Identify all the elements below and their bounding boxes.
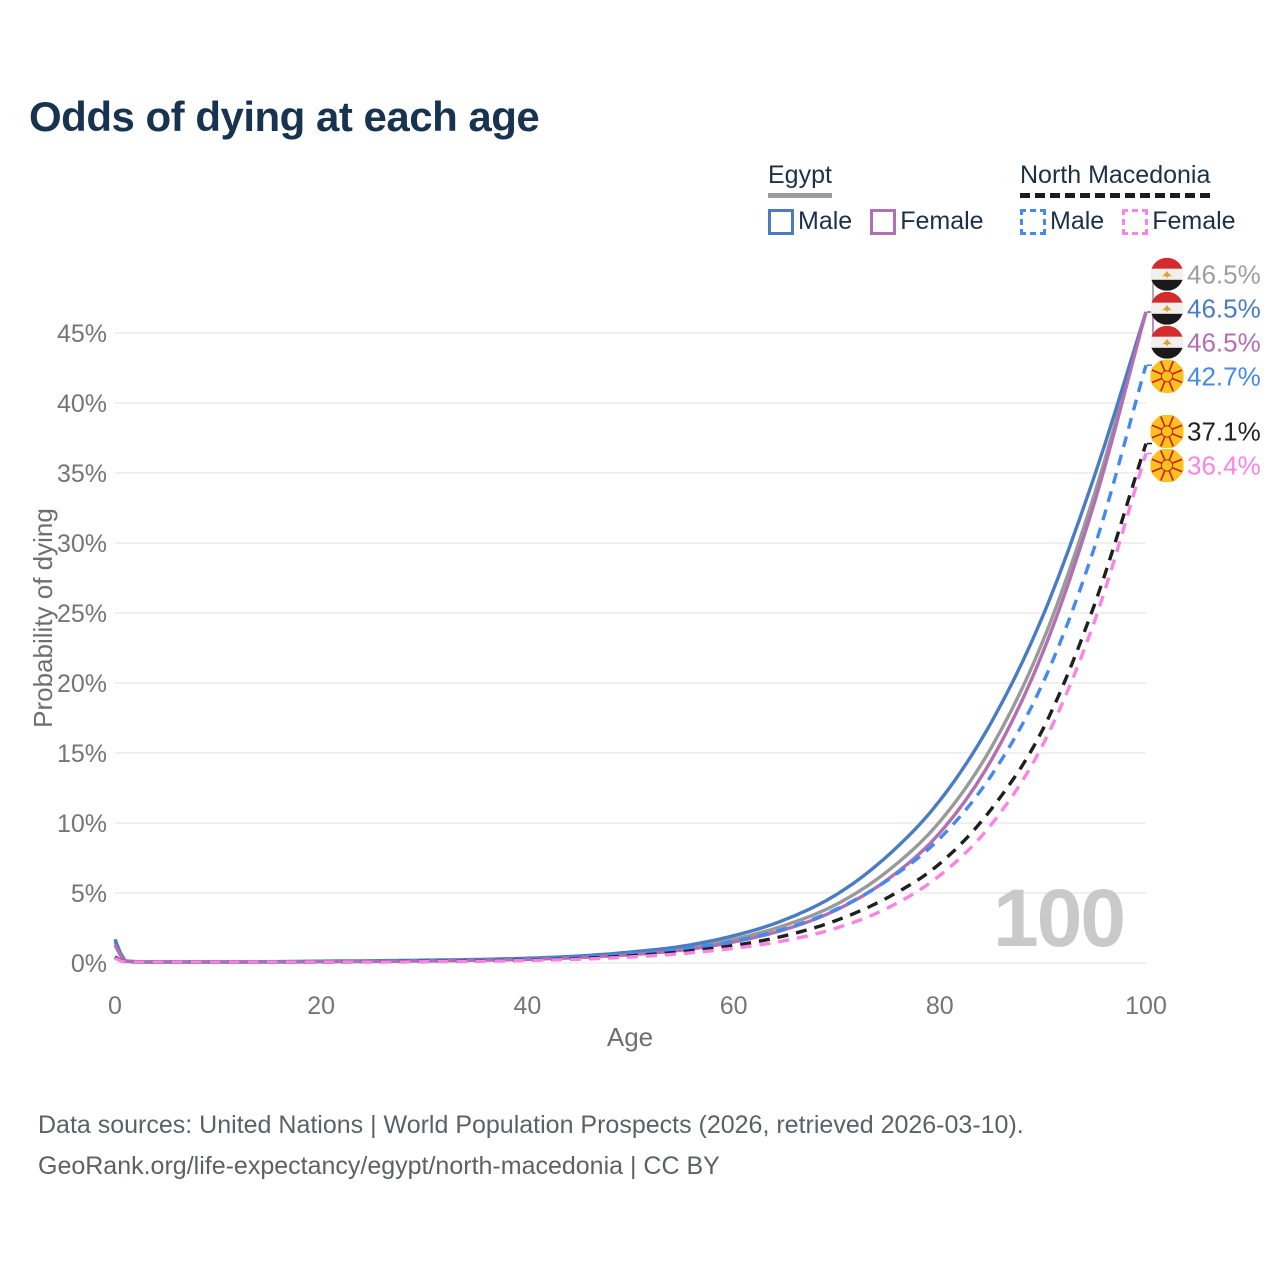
- legend-item-label: Female: [1152, 207, 1236, 235]
- x-tick-label: 40: [513, 992, 541, 1020]
- age-watermark: 100: [993, 873, 1124, 964]
- series-curves: [113, 311, 1148, 964]
- y-tick-label: 20%: [57, 670, 107, 698]
- x-axis-tick-labels: 0 20 40 60 80 100: [108, 992, 1167, 1020]
- y-tick-label: 0%: [71, 950, 107, 978]
- legend-item-label: Male: [798, 207, 853, 235]
- legend-country-egypt[interactable]: Egypt: [768, 161, 832, 198]
- series-line-egypt-female[interactable]: [113, 311, 1148, 964]
- y-tick-label: 40%: [57, 390, 107, 418]
- attribution-text: GeoRank.org/life-expectancy/egypt/north-…: [38, 1152, 720, 1180]
- north-macedonia-flag-icon: [1150, 449, 1184, 482]
- egypt-female-swatch-icon: [870, 208, 897, 235]
- x-axis-title: Age: [607, 1022, 653, 1052]
- egypt-flag-icon: [1150, 291, 1184, 325]
- legend-group-north-macedonia: North Macedonia Male Female: [1020, 161, 1236, 236]
- x-tick-label: 100: [1125, 992, 1167, 1020]
- series-line-north-macedonia-female[interactable]: [114, 452, 1148, 964]
- footer: Data sources: United Nations | World Pop…: [38, 1105, 1024, 1187]
- y-tick-label: 25%: [57, 600, 107, 628]
- legend-item-north-macedonia-female[interactable]: Female: [1122, 207, 1236, 236]
- legend: Egypt Male Female North Macedonia Male: [0, 161, 1280, 251]
- legend-items-egypt: Male Female: [768, 207, 984, 236]
- egypt-male-swatch-icon: [768, 208, 794, 235]
- y-axis-title: Probability of dying: [28, 508, 58, 728]
- series-line-north-macedonia-male[interactable]: [114, 364, 1148, 964]
- y-axis-tick-labels: 0% 5% 10% 15% 20% 25% 30% 35% 40% 45%: [57, 320, 107, 978]
- north-macedonia-male-swatch-icon: [1020, 208, 1046, 235]
- y-tick-label: 35%: [57, 460, 107, 488]
- data-sources-text: Data sources: United Nations | World Pop…: [38, 1111, 1024, 1139]
- legend-items-north-macedonia: Male Female: [1020, 207, 1236, 236]
- x-tick-label: 80: [926, 992, 954, 1020]
- end-label-north-macedonia-female: 36.4%: [1187, 451, 1261, 481]
- egypt-flag-icon: [1150, 325, 1184, 359]
- end-label-egypt-male: 46.5%: [1187, 293, 1261, 323]
- end-label-north-macedonia-both: 37.1%: [1187, 417, 1261, 447]
- y-tick-label: 45%: [57, 320, 107, 348]
- x-tick-label: 0: [108, 992, 122, 1020]
- legend-item-label: Female: [900, 207, 984, 235]
- legend-item-label: Male: [1050, 207, 1105, 235]
- north-macedonia-female-swatch-icon: [1122, 208, 1149, 235]
- egypt-flag-icon: [1150, 257, 1184, 291]
- y-tick-label: 10%: [57, 810, 107, 838]
- legend-group-egypt: Egypt Male Female: [768, 161, 984, 236]
- legend-item-north-macedonia-male[interactable]: Male: [1020, 207, 1104, 236]
- y-tick-label: 15%: [57, 740, 107, 768]
- series-line-north-macedonia-both[interactable]: [114, 443, 1148, 964]
- y-tick-label: 30%: [57, 530, 107, 558]
- page-title: Odds of dying at each age: [29, 93, 540, 140]
- legend-item-egypt-female[interactable]: Female: [870, 207, 984, 236]
- series-line-egypt-male[interactable]: [113, 311, 1148, 964]
- series-line-egypt-both[interactable]: [113, 311, 1148, 964]
- north-macedonia-flag-icon: [1150, 359, 1184, 393]
- end-labels: 46.5% 46.5% 46.5% 42.7% 37.1% 36.4%: [1150, 257, 1261, 482]
- gridlines: [115, 332, 1146, 964]
- end-label-egypt-female: 46.5%: [1187, 327, 1261, 357]
- north-macedonia-flag-icon: [1150, 415, 1184, 448]
- end-label-north-macedonia-male: 42.7%: [1187, 361, 1261, 391]
- x-tick-label: 60: [720, 992, 748, 1020]
- end-label-egypt-both: 46.5%: [1187, 259, 1261, 289]
- y-tick-label: 5%: [71, 880, 107, 908]
- x-tick-label: 20: [307, 992, 335, 1020]
- legend-item-egypt-male[interactable]: Male: [768, 207, 852, 236]
- legend-country-north-macedonia[interactable]: North Macedonia: [1020, 161, 1211, 198]
